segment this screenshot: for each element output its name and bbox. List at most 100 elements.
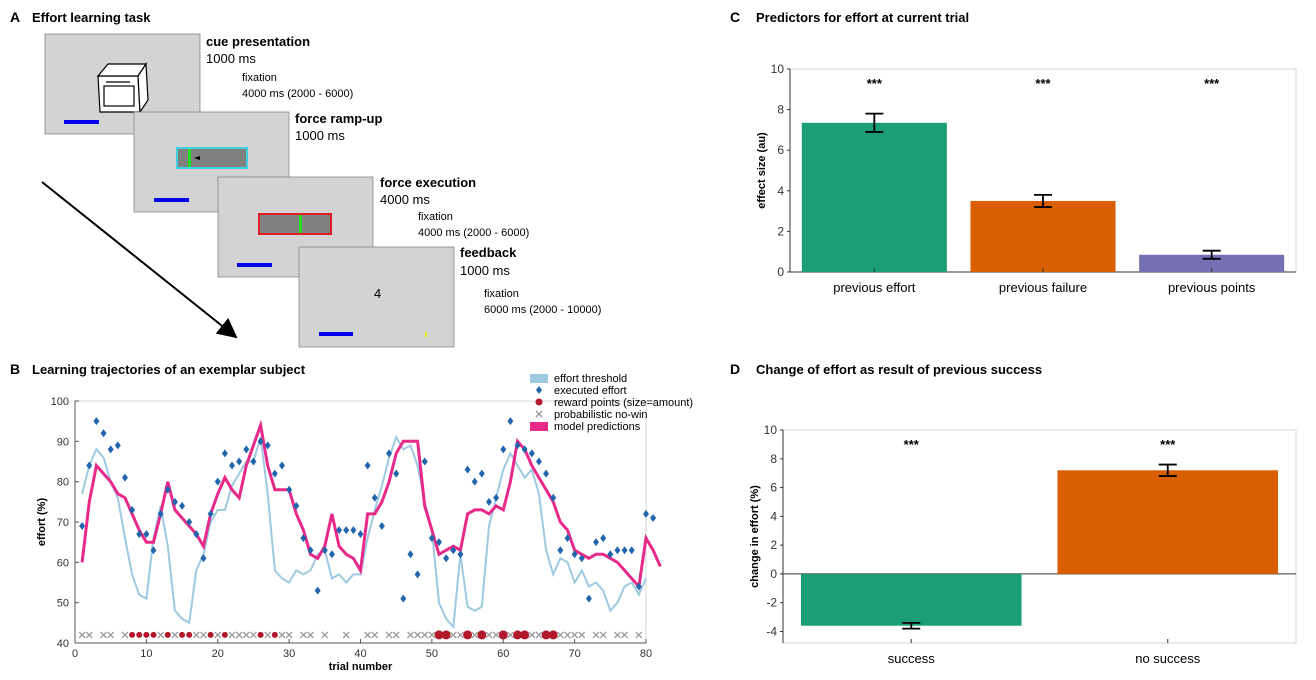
executed-effort-point [607, 550, 614, 559]
reward-point [477, 630, 487, 640]
no-win-marker [78, 631, 86, 639]
legend-entry: effort threshold [554, 373, 627, 385]
panel-b-x-tick-label: 20 [212, 648, 224, 660]
cue-blue-bar [64, 120, 99, 124]
executed-effort-point [557, 546, 564, 555]
reward-point [441, 630, 451, 640]
no-win-marker [200, 631, 207, 639]
legend-threshold-swatch [530, 374, 548, 383]
executed-effort-point [350, 526, 357, 535]
y-axis-label: effect size (au) [756, 132, 768, 209]
no-win-marker [613, 631, 621, 639]
executed-effort-point [528, 449, 535, 458]
y-tick-label: 2 [770, 538, 777, 552]
panel-c-title: Predictors for effort at current trial [756, 10, 969, 25]
reward-point [271, 631, 278, 638]
reward-point [520, 630, 530, 640]
executed-effort-point [393, 469, 400, 478]
panel-b-y-tick-label: 100 [51, 396, 69, 408]
no-win-marker [321, 631, 329, 639]
model-predictions-line [80, 419, 662, 590]
executed-effort-point [229, 461, 236, 470]
bar [1057, 470, 1279, 574]
executed-effort-point [264, 441, 271, 450]
category-label: success [888, 651, 935, 666]
panel-d-chart: -4 -2 0 2 4 6 8 10 change in effort (%) success **… [749, 423, 1297, 666]
effort-threshold-line [81, 434, 647, 630]
y-tick-label: 4 [777, 184, 784, 198]
no-win-marker [471, 631, 479, 639]
no-win-marker [171, 631, 179, 639]
no-win-marker [621, 631, 629, 639]
cue-fixation-label: fixation [242, 72, 277, 84]
executed-effort-point [514, 441, 521, 450]
executed-effort-point [364, 461, 371, 470]
feedback-time: 1000 ms [460, 263, 510, 278]
no-win-marker [264, 631, 272, 639]
reward-point [179, 631, 186, 638]
no-win-marker [192, 631, 200, 639]
reward-point [186, 631, 193, 638]
executed-effort-point [521, 445, 528, 454]
legend-entry: model predictions [554, 421, 641, 433]
executed-effort-point [278, 461, 285, 470]
no-win-marker [107, 631, 115, 639]
execution-title: force execution [380, 175, 476, 190]
feedback-fixation-time: 6000 ms (2000 - 10000) [484, 304, 601, 316]
significance-label: *** [1160, 437, 1176, 452]
executed-effort-point [336, 526, 343, 535]
cue-title: cue presentation [206, 34, 310, 49]
executed-effort-point [428, 534, 435, 543]
executed-effort-point [450, 546, 457, 555]
executed-effort-point [621, 546, 628, 555]
panel-b-x-tick-label: 50 [426, 648, 438, 660]
panel-c-chart: 0 2 4 6 8 10 effect size (au) previous effort **… [756, 62, 1297, 295]
executed-effort-point [328, 550, 335, 559]
no-win-marker [278, 631, 286, 639]
feedback-fixation-label: fixation [484, 288, 519, 300]
significance-label: *** [904, 437, 920, 452]
executed-effort-point [464, 465, 471, 474]
no-win-marker [121, 631, 129, 639]
no-win-marker [85, 631, 93, 639]
execution-time: 4000 ms [380, 192, 430, 207]
executed-effort-point [550, 493, 557, 502]
legend-nowin-swatch [535, 410, 543, 418]
executed-effort-point [293, 501, 300, 510]
cue-time: 1000 ms [206, 51, 256, 66]
execution-fixation-time: 4000 ms (2000 - 6000) [418, 227, 529, 239]
no-win-marker [492, 631, 500, 639]
executed-effort-point [136, 530, 143, 539]
category-label: previous failure [999, 280, 1087, 295]
executed-effort-point [171, 497, 178, 506]
panel-b-letter: B [10, 361, 20, 377]
executed-effort-point [614, 546, 621, 555]
no-win-marker [407, 631, 414, 639]
no-win-marker [571, 631, 579, 639]
legend-entry: reward points (size=amount) [554, 397, 693, 409]
panel-a-title: Effort learning task [32, 10, 151, 25]
legend-entry: executed effort [554, 385, 627, 397]
executed-effort-point [371, 493, 378, 502]
y-tick-label: 4 [770, 509, 777, 523]
feedback-number: 4 [374, 286, 381, 301]
reward-point [463, 630, 473, 640]
no-win-marker [100, 631, 108, 639]
stove-icon [96, 62, 149, 114]
executed-effort-point [443, 554, 450, 563]
panel-b-y-axis-label: effort (%) [36, 498, 48, 547]
no-win-marker [556, 631, 564, 639]
no-win-marker [307, 631, 314, 639]
executed-effort-point [93, 417, 100, 426]
y-tick-label: -2 [766, 596, 777, 610]
legend-entry: probabilistic no-win [554, 409, 648, 421]
executed-effort-point [378, 522, 385, 531]
significance-label: *** [1204, 76, 1220, 91]
executed-effort-point [164, 485, 171, 494]
executed-effort-point [635, 582, 642, 591]
executed-effort-point [300, 534, 307, 543]
no-win-marker [299, 631, 307, 639]
no-win-marker [506, 631, 514, 639]
bar [801, 122, 947, 272]
feedback-blue-bar [319, 332, 353, 336]
